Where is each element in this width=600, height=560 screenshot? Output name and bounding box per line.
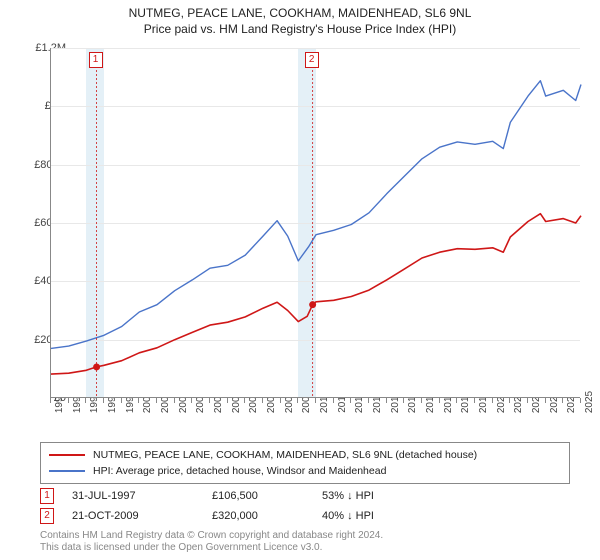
x-tick-mark	[191, 398, 192, 403]
x-tick-mark	[174, 398, 175, 403]
annotation-number-box: 1	[40, 488, 54, 504]
chart-subtitle: Price paid vs. HM Land Registry's House …	[0, 22, 600, 36]
x-tick-mark	[227, 398, 228, 403]
legend: NUTMEG, PEACE LANE, COOKHAM, MAIDENHEAD,…	[40, 442, 570, 484]
x-tick-label: 2025	[584, 391, 595, 413]
callout-box: 1	[89, 52, 103, 68]
x-tick-mark	[421, 398, 422, 403]
annotation-price: £106,500	[212, 490, 322, 502]
x-tick-mark	[244, 398, 245, 403]
x-tick-mark	[262, 398, 263, 403]
footnote: Contains HM Land Registry data © Crown c…	[40, 530, 383, 554]
annotation-row: 1 31-JUL-1997£106,50053% ↓ HPI	[40, 486, 422, 506]
series-line	[51, 81, 581, 349]
annotation-number-box: 2	[40, 508, 54, 524]
chart-title: NUTMEG, PEACE LANE, COOKHAM, MAIDENHEAD,…	[0, 6, 600, 20]
x-tick-mark	[509, 398, 510, 403]
x-tick-mark	[527, 398, 528, 403]
x-tick-mark	[562, 398, 563, 403]
series-line	[51, 214, 581, 374]
x-tick-mark	[209, 398, 210, 403]
x-tick-mark	[138, 398, 139, 403]
x-tick-mark	[333, 398, 334, 403]
x-tick-mark	[474, 398, 475, 403]
plot-svg	[51, 48, 580, 397]
annotation-price: £320,000	[212, 510, 322, 522]
x-tick-mark	[50, 398, 51, 403]
callout-box: 2	[305, 52, 319, 68]
footnote-line2: This data is licensed under the Open Gov…	[40, 542, 383, 554]
x-tick-mark	[68, 398, 69, 403]
footnote-line1: Contains HM Land Registry data © Crown c…	[40, 530, 383, 542]
legend-swatch	[49, 454, 85, 456]
annotation-table: 1 31-JUL-1997£106,50053% ↓ HPI 2 21-OCT-200…	[40, 486, 422, 526]
x-tick-mark	[456, 398, 457, 403]
title-block: NUTMEG, PEACE LANE, COOKHAM, MAIDENHEAD,…	[0, 0, 600, 36]
annotation-pct: 53% ↓ HPI	[322, 490, 422, 502]
annotation-date: 31-JUL-1997	[72, 490, 212, 502]
x-tick-mark	[403, 398, 404, 403]
legend-label: HPI: Average price, detached house, Wind…	[93, 465, 386, 477]
x-tick-mark	[545, 398, 546, 403]
x-tick-mark	[103, 398, 104, 403]
x-tick-mark	[297, 398, 298, 403]
legend-swatch	[49, 470, 85, 472]
x-tick-mark	[85, 398, 86, 403]
x-tick-mark	[439, 398, 440, 403]
x-tick-mark	[386, 398, 387, 403]
x-tick-mark	[492, 398, 493, 403]
annotation-pct: 40% ↓ HPI	[322, 510, 422, 522]
legend-row: NUTMEG, PEACE LANE, COOKHAM, MAIDENHEAD,…	[49, 447, 561, 463]
annotation-date: 21-OCT-2009	[72, 510, 212, 522]
plot-area	[50, 48, 580, 398]
legend-row: HPI: Average price, detached house, Wind…	[49, 463, 561, 479]
x-tick-mark	[580, 398, 581, 403]
x-tick-mark	[350, 398, 351, 403]
x-tick-mark	[121, 398, 122, 403]
x-tick-mark	[368, 398, 369, 403]
x-tick-mark	[156, 398, 157, 403]
x-tick-mark	[280, 398, 281, 403]
x-tick-mark	[315, 398, 316, 403]
chart-container: NUTMEG, PEACE LANE, COOKHAM, MAIDENHEAD,…	[0, 0, 600, 560]
annotation-row: 2 21-OCT-2009£320,00040% ↓ HPI	[40, 506, 422, 526]
legend-label: NUTMEG, PEACE LANE, COOKHAM, MAIDENHEAD,…	[93, 449, 477, 461]
